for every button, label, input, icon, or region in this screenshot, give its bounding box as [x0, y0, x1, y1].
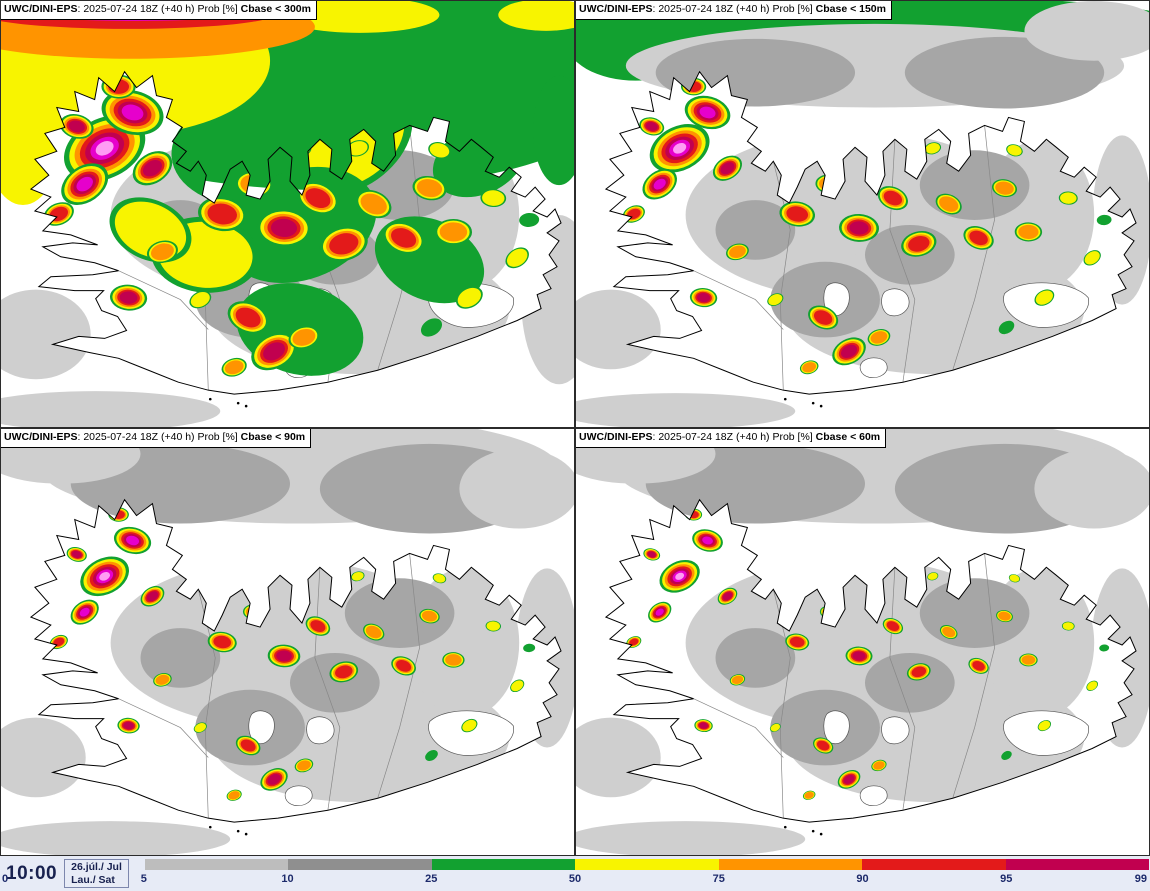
run-info-label: : 2025-07-24 18Z (+40 h) Prob [%] [652, 431, 816, 443]
iceland-map [1, 429, 574, 855]
footer-bar: 10:00 26.júl./ Jul Lau./ Sat 0 5 10 25 50 75 90… [0, 856, 1150, 891]
colorbar-segment [862, 859, 1006, 870]
threshold-label: Cbase < 90m [240, 431, 306, 443]
colorbar-segment [575, 859, 719, 870]
colorbar-tick-label: 75 [712, 873, 725, 885]
threshold-label: Cbase < 150m [815, 3, 886, 15]
iceland-map [576, 429, 1149, 855]
colorbar-segment [431, 859, 576, 870]
model-label: UWC/DINI-EPS [4, 431, 78, 443]
colorbar-tick-label: 50 [568, 873, 582, 885]
colorbar-tick-label: 95 [1000, 873, 1013, 885]
map-panel-cbase-300m: UWC/DINI-EPS: 2025-07-24 18Z (+40 h) Pro… [0, 0, 575, 428]
panel-header: UWC/DINI-EPS: 2025-07-24 18Z (+40 h) Pro… [576, 429, 887, 448]
colorbar-segment [288, 859, 432, 870]
colorbar-tick-label: 99 [1134, 873, 1147, 885]
panel-header: UWC/DINI-EPS: 2025-07-24 18Z (+40 h) Pro… [1, 429, 312, 448]
map-panel-cbase-150m: UWC/DINI-EPS: 2025-07-24 18Z (+40 h) Pro… [575, 0, 1150, 428]
model-label: UWC/DINI-EPS [579, 431, 653, 443]
probability-colorbar [145, 859, 1149, 870]
valid-date-box: 26.júl./ Jul Lau./ Sat [64, 858, 129, 889]
valid-time-box: 10:00 26.júl./ Jul Lau./ Sat [0, 856, 145, 891]
colorbar-tick-label: 5 [140, 873, 147, 885]
iceland-map [1, 1, 574, 427]
model-label: UWC/DINI-EPS [4, 3, 78, 15]
valid-day-label: Lau./ Sat [71, 873, 115, 886]
threshold-label: Cbase < 60m [815, 431, 881, 443]
iceland-map [576, 1, 1149, 427]
map-panel-cbase-90m: UWC/DINI-EPS: 2025-07-24 18Z (+40 h) Pro… [0, 428, 575, 856]
valid-date-label: 26.júl./ Jul [71, 860, 122, 873]
colorbar-tick-label: 25 [425, 873, 438, 885]
panel-grid: UWC/DINI-EPS: 2025-07-24 18Z (+40 h) Pro… [0, 0, 1150, 856]
threshold-label: Cbase < 300m [240, 3, 311, 15]
colorbar-segment [145, 859, 289, 870]
panel-header: UWC/DINI-EPS: 2025-07-24 18Z (+40 h) Pro… [1, 1, 317, 20]
valid-time-label: 10:00 [6, 862, 58, 884]
model-label: UWC/DINI-EPS [579, 3, 653, 15]
colorbar-tick-label: 0 [2, 873, 9, 885]
colorbar-tick-label: 90 [856, 873, 869, 885]
colorbar-segment [718, 859, 863, 870]
colorbar-segment [1005, 859, 1149, 870]
panel-header: UWC/DINI-EPS: 2025-07-24 18Z (+40 h) Pro… [576, 1, 892, 20]
colorbar-tick-label: 10 [281, 873, 294, 885]
map-panel-cbase-60m: UWC/DINI-EPS: 2025-07-24 18Z (+40 h) Pro… [575, 428, 1150, 856]
run-info-label: : 2025-07-24 18Z (+40 h) Prob [%] [77, 3, 241, 15]
run-info-label: : 2025-07-24 18Z (+40 h) Prob [%] [652, 3, 816, 15]
run-info-label: : 2025-07-24 18Z (+40 h) Prob [%] [77, 431, 241, 443]
